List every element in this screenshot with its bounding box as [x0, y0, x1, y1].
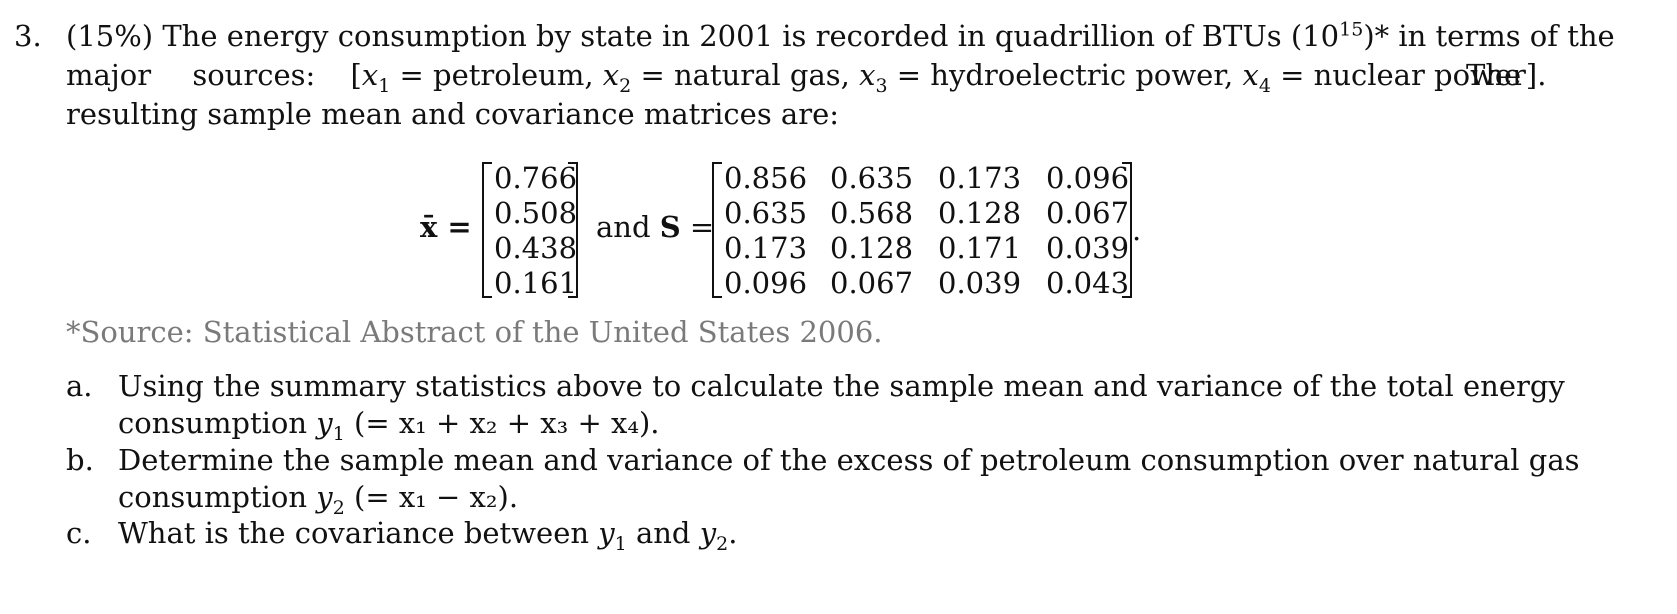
question-a-label: a.: [66, 369, 93, 403]
question-a-line1: Using the summary statistics above to ca…: [118, 369, 1565, 403]
intro-text-a: The energy consumption by state in 2001 …: [162, 19, 1340, 53]
covariance-value: 0.128: [830, 231, 914, 265]
covariance-value: 0.635: [830, 161, 914, 195]
covariance-value: 0.568: [830, 196, 914, 230]
problem-intro-line1: (15%) The energy consumption by state in…: [66, 18, 1615, 54]
mean-value: 0.766: [494, 161, 578, 195]
covariance-value: 0.856: [724, 161, 808, 195]
mean-right-bracket: [568, 162, 578, 298]
covariance-value: 0.039: [1046, 231, 1130, 265]
problem-intro-line3: resulting sample mean and covariance mat…: [66, 97, 840, 131]
the-word: The: [1466, 58, 1522, 92]
intro-exponent: 15: [1339, 18, 1364, 41]
question-c-label: c.: [66, 516, 92, 550]
var-x4: x: [1242, 58, 1259, 92]
cov-right-bracket: [1122, 162, 1132, 298]
covariance-value: 0.039: [938, 266, 1022, 300]
question-c-text: What is the covariance between y1 and y2…: [118, 515, 738, 553]
var-x1-sub: 1: [378, 74, 391, 97]
qc-text: What is the covariance between: [118, 516, 599, 550]
var-x1: x: [361, 58, 379, 92]
and-label: and S =: [596, 209, 714, 245]
def-hydro: = hydroelectric power,: [887, 58, 1243, 92]
problem-weight: (15%): [66, 19, 154, 53]
qb-expression: (= x₁ − x₂).: [344, 480, 519, 514]
var-x3: x: [859, 58, 876, 92]
covariance-value: 0.067: [1046, 196, 1130, 230]
qb-consumption: consumption: [118, 480, 317, 514]
xbar-label: x̄ =: [420, 210, 472, 244]
problem-number: 3.: [14, 19, 42, 53]
question-b-line1: Determine the sample mean and variance o…: [118, 443, 1580, 477]
mean-vector: 0.766 0.508 0.438 0.161: [482, 160, 578, 300]
qc-and: and: [626, 516, 700, 550]
sources-word: sources:: [192, 58, 316, 92]
and-word: and: [596, 210, 651, 244]
cov-left-bracket: [712, 162, 722, 298]
question-b-label: b.: [66, 443, 94, 477]
var-x2: x: [602, 58, 620, 92]
covariance-value: 0.067: [830, 266, 914, 300]
major-word: major: [66, 58, 152, 92]
bracket-open: [: [350, 58, 362, 92]
source-note: *Source: Statistical Abstract of the Uni…: [66, 315, 883, 349]
qa-y1: y: [316, 406, 333, 440]
qc-y1: y: [598, 516, 615, 550]
question-b-line2: consumption y2 (= x₁ − x₂).: [118, 479, 519, 517]
problem-intro-line2: major sources: [x1 = petroleum, x2 = nat…: [66, 57, 1546, 95]
def-natural-gas: = natural gas,: [631, 58, 860, 92]
mean-value: 0.508: [494, 196, 578, 230]
qc-y2-sub: 2: [716, 532, 729, 555]
qc-y2: y: [699, 516, 717, 550]
qc-y1-sub: 1: [614, 532, 627, 555]
equals-sign: =: [689, 210, 715, 244]
covariance-value: 0.043: [1046, 266, 1130, 300]
covariance-matrix: 0.856 0.635 0.173 0.096 0.635 0.568 0.128 0.067…: [712, 160, 1132, 300]
mean-value: 0.161: [494, 266, 578, 300]
qa-expression: (= x₁ + x₂ + x₃ + x₄).: [344, 406, 660, 440]
var-x4-sub: 4: [1258, 74, 1271, 97]
S-symbol: S: [659, 210, 681, 244]
matrix-period: .: [1132, 213, 1142, 247]
variable-definitions: [x1 = petroleum, x2 = natural gas, x3 = …: [350, 58, 1547, 95]
var-x3-sub: 3: [875, 74, 888, 97]
qa-y1-sub: 1: [332, 422, 345, 445]
question-a-line2: consumption y1 (= x₁ + x₂ + x₃ + x₄).: [118, 405, 660, 443]
var-x2-sub: 2: [619, 74, 632, 97]
covariance-value: 0.635: [724, 196, 808, 230]
qc-end: .: [728, 516, 738, 550]
covariance-value: 0.171: [938, 231, 1022, 265]
qb-y2: y: [316, 480, 333, 514]
intro-text-b: )* in terms of the: [1363, 19, 1615, 53]
def-petroleum: = petroleum,: [390, 58, 603, 92]
covariance-value: 0.128: [938, 196, 1022, 230]
covariance-value: 0.096: [1046, 161, 1130, 195]
qb-y2-sub: 2: [332, 496, 345, 519]
qa-consumption: consumption: [118, 406, 317, 440]
covariance-value: 0.173: [938, 161, 1022, 195]
mean-left-bracket: [482, 162, 492, 298]
mean-value: 0.438: [494, 231, 578, 265]
def-nuclear: = nuclear power].: [1270, 58, 1547, 92]
covariance-value: 0.173: [724, 231, 808, 265]
covariance-value: 0.096: [724, 266, 808, 300]
